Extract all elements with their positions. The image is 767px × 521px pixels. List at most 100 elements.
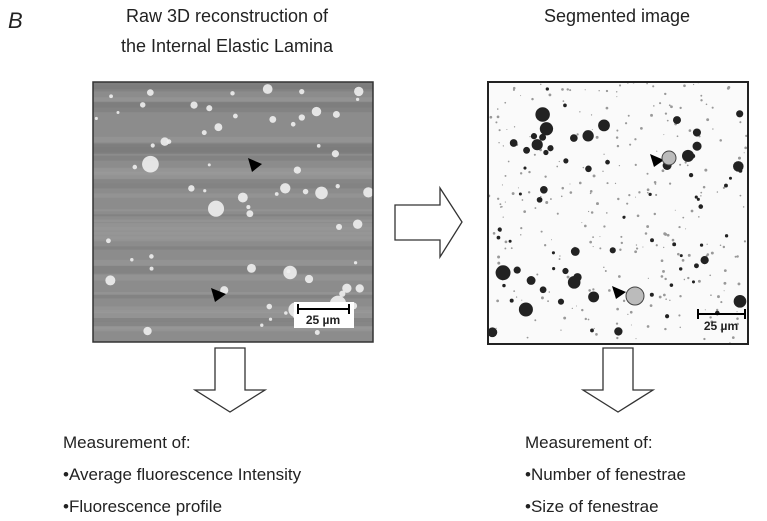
speckle	[736, 255, 738, 257]
speckle	[635, 164, 637, 166]
speckle	[616, 322, 618, 324]
speckle	[682, 259, 685, 262]
fenestra	[247, 264, 256, 273]
texture	[93, 209, 373, 211]
speckle	[647, 325, 650, 328]
fenestra	[519, 193, 522, 196]
speckle	[540, 84, 541, 85]
speckle	[616, 136, 618, 138]
speckle	[645, 232, 648, 235]
texture	[93, 97, 373, 101]
speckle	[723, 282, 726, 285]
fenestra	[284, 311, 288, 315]
speckle	[527, 337, 529, 339]
arrow-right	[395, 188, 462, 257]
fenestra	[665, 314, 669, 318]
speckle	[720, 245, 722, 247]
speckle	[528, 171, 530, 173]
speckle	[605, 270, 607, 272]
speckle	[497, 198, 499, 200]
fenestra	[109, 94, 113, 98]
speckle	[679, 295, 681, 297]
fenestra	[269, 318, 272, 321]
speckle	[588, 211, 589, 212]
speckle	[549, 93, 552, 96]
speckle	[606, 107, 609, 110]
fenestra	[568, 276, 581, 289]
fenestra	[356, 98, 359, 101]
fenestra	[266, 304, 272, 310]
texture	[93, 227, 373, 235]
speckle	[664, 278, 666, 280]
speckle	[561, 88, 564, 91]
speckle	[689, 129, 692, 132]
fenestra	[161, 137, 169, 145]
speckle	[719, 139, 722, 142]
fenestra	[246, 210, 253, 217]
speckle	[687, 277, 689, 279]
speckle	[576, 133, 578, 135]
speckle	[707, 244, 708, 245]
fenestra	[537, 197, 543, 203]
fenestra	[140, 102, 145, 107]
speckle	[508, 161, 510, 163]
speckle	[497, 108, 499, 110]
fenestra	[133, 165, 138, 170]
fenestra	[682, 150, 694, 162]
fenestra	[527, 276, 536, 285]
texture	[93, 82, 373, 89]
fenestra	[275, 192, 279, 196]
fenestra	[540, 186, 548, 194]
speckle	[569, 183, 570, 184]
speckle	[724, 290, 725, 291]
speckle	[608, 289, 611, 292]
speckle	[534, 154, 536, 156]
speckle	[717, 191, 719, 193]
speckle	[584, 225, 587, 228]
speckle	[619, 84, 621, 86]
speckle	[663, 294, 666, 297]
speckle	[711, 252, 714, 255]
fenestra	[263, 84, 273, 94]
speckle	[520, 95, 521, 96]
speckle	[511, 247, 513, 249]
fenestra	[233, 114, 238, 119]
fenestra	[106, 238, 111, 243]
fenestra	[105, 275, 115, 285]
speckle	[559, 161, 560, 162]
speckle	[561, 187, 564, 190]
speckle	[687, 164, 689, 166]
texture	[93, 275, 373, 281]
speckle	[738, 282, 741, 285]
scale-bar-label: 25 µm	[704, 319, 738, 333]
speckle	[551, 239, 552, 240]
fenestra	[208, 163, 211, 166]
speckle	[603, 225, 605, 227]
speckle	[503, 217, 504, 218]
fenestra	[208, 201, 224, 217]
speckle	[667, 234, 670, 237]
speckle	[560, 329, 561, 330]
speckle	[654, 213, 656, 215]
speckle	[628, 194, 630, 196]
speckle	[634, 250, 637, 253]
measurement-item: •Fluorescence profile	[63, 497, 222, 516]
speckle	[579, 111, 580, 112]
speckle	[691, 210, 694, 213]
fenestra	[354, 87, 363, 96]
fenestra	[540, 286, 547, 293]
speckle	[634, 138, 636, 140]
fenestra	[333, 111, 340, 118]
speckle	[710, 294, 712, 296]
speckle	[550, 198, 552, 200]
speckle	[592, 129, 593, 130]
fenestra	[680, 254, 683, 257]
speckle	[495, 121, 497, 123]
fenestra	[147, 89, 154, 96]
speckle	[563, 317, 566, 320]
fenestra	[543, 150, 548, 155]
fenestra	[502, 284, 505, 287]
fenestra	[246, 205, 250, 209]
speckle	[599, 247, 601, 249]
fenestra	[563, 104, 567, 108]
